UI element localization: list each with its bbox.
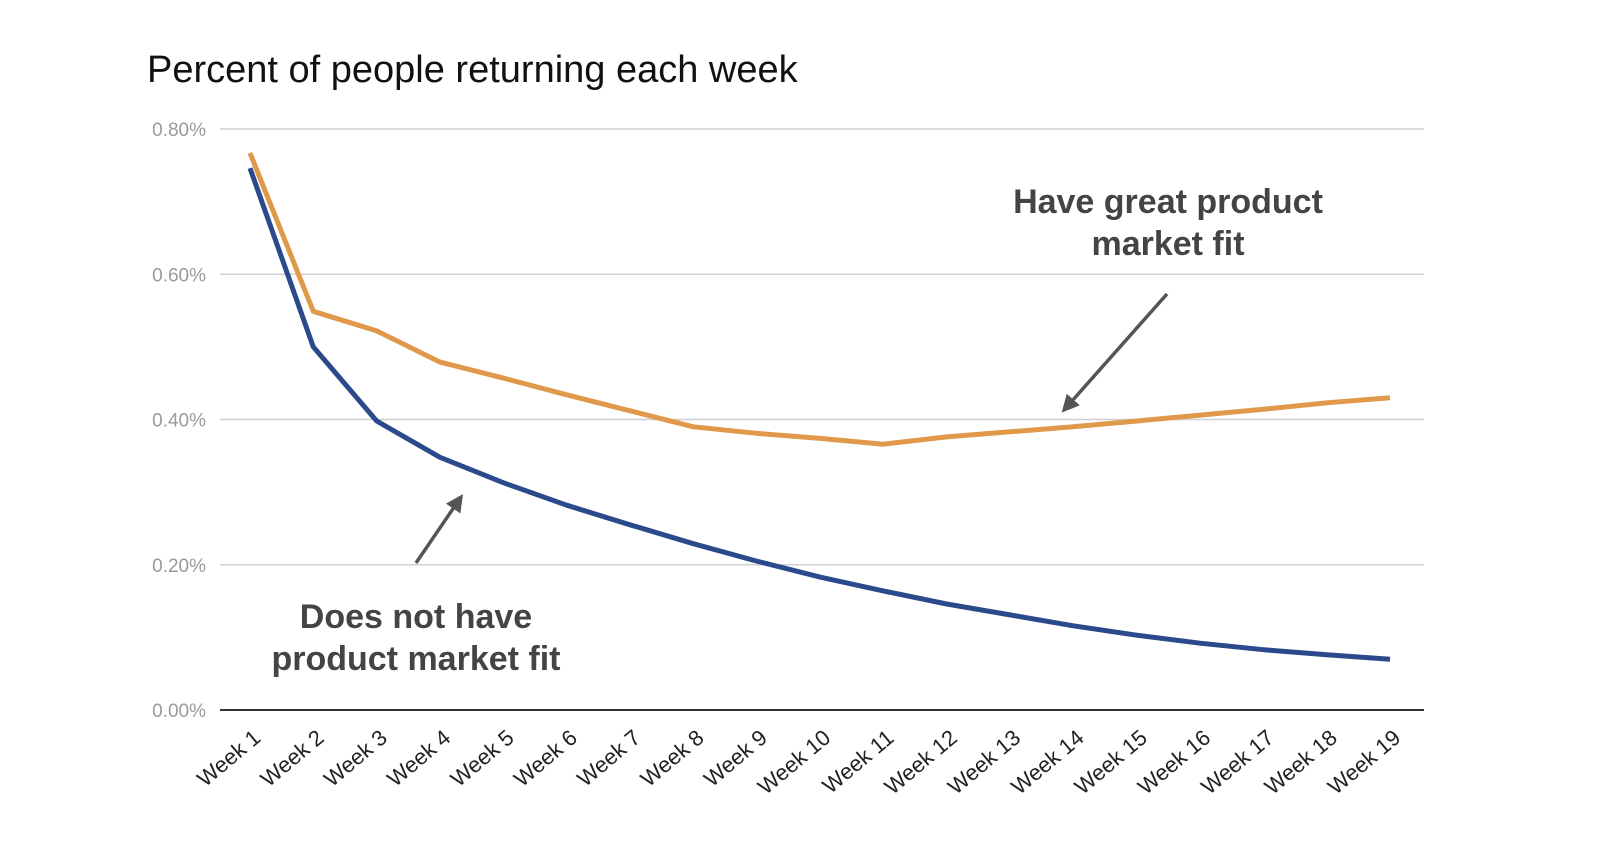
x-tick-label: Week 10 xyxy=(753,725,835,800)
x-tick-label: Week 8 xyxy=(636,725,709,792)
x-tick-label: Week 19 xyxy=(1323,725,1405,800)
y-tick-label: 0.80% xyxy=(152,120,206,141)
x-tick-label: Week 6 xyxy=(509,725,582,792)
y-tick-label: 0.20% xyxy=(152,556,206,577)
x-tick-label: Week 7 xyxy=(572,725,645,792)
annotation-no-fit-line2: product market fit xyxy=(271,640,560,678)
annotation-great-fit-line2: market fit xyxy=(1091,225,1244,263)
annotation-arrow-great-fit xyxy=(1061,292,1169,413)
annotation-no-fit-line1: Does not have xyxy=(300,598,532,636)
y-tick-label: 0.40% xyxy=(152,411,206,432)
y-tick-label: 0.00% xyxy=(152,701,206,722)
x-tick-label: Week 1 xyxy=(192,725,265,792)
y-tick-label: 0.60% xyxy=(152,265,206,286)
annotation-arrow-no-fit xyxy=(414,494,463,564)
chart-title: Percent of people returning each week xyxy=(147,49,799,91)
x-tick-label: Week 5 xyxy=(446,725,519,792)
x-tick-label: Week 4 xyxy=(382,725,455,792)
x-tick-label: Week 3 xyxy=(319,725,392,792)
x-tick-label: Week 2 xyxy=(256,725,329,792)
annotation-great-fit-line1: Have great product xyxy=(1013,183,1323,221)
